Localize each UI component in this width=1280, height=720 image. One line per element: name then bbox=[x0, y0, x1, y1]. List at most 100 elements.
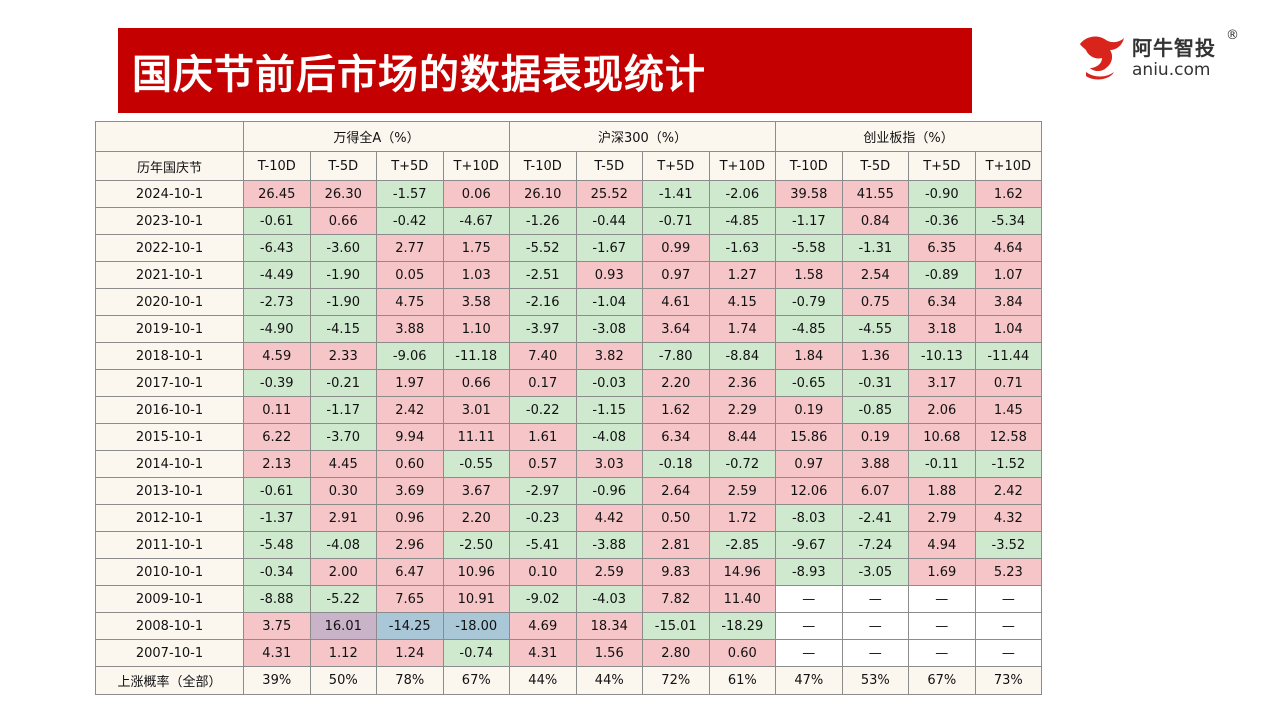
value-cell: 0.11 bbox=[243, 396, 311, 424]
value-cell: 2.64 bbox=[642, 477, 710, 505]
value-cell: -2.50 bbox=[442, 531, 510, 559]
row-date: 2017-10-1 bbox=[95, 369, 244, 397]
holiday-market-table: 万得全A（%） 沪深300（%） 创业板指（%） 历年国庆节 T-10D T-5… bbox=[95, 121, 1043, 695]
value-cell: 0.84 bbox=[841, 207, 910, 235]
value-cell: 0.75 bbox=[841, 288, 910, 316]
table-row: 2020-10-1 -2.73 -1.90 4.75 3.58 -2.16 -1.04 4.6… bbox=[95, 288, 1043, 316]
value-cell: -0.03 bbox=[575, 369, 643, 397]
row-date: 2014-10-1 bbox=[95, 450, 244, 478]
value-cell: 3.84 bbox=[974, 288, 1043, 316]
value-cell: — bbox=[775, 639, 843, 667]
value-cell: — bbox=[841, 639, 910, 667]
value-cell: -2.97 bbox=[509, 477, 577, 505]
value-cell: 1.12 bbox=[309, 639, 377, 667]
value-cell: 25.52 bbox=[575, 180, 643, 208]
value-cell: -0.90 bbox=[908, 180, 976, 208]
value-cell: -3.52 bbox=[974, 531, 1043, 559]
value-cell: 10.91 bbox=[442, 585, 510, 613]
value-cell: -0.89 bbox=[908, 261, 976, 289]
value-cell: 4.69 bbox=[509, 612, 577, 640]
value-cell: 26.10 bbox=[509, 180, 577, 208]
value-cell: 0.19 bbox=[841, 423, 910, 451]
value-cell: 2.42 bbox=[974, 477, 1043, 505]
value-cell: 3.01 bbox=[442, 396, 510, 424]
row-date: 2012-10-1 bbox=[95, 504, 244, 532]
value-cell: -0.44 bbox=[575, 207, 643, 235]
row-date: 2024-10-1 bbox=[95, 180, 244, 208]
value-cell: -9.67 bbox=[775, 531, 843, 559]
table-row: 2021-10-1 -4.49 -1.90 0.05 1.03 -2.51 0.93 0.97… bbox=[95, 261, 1043, 289]
value-cell: — bbox=[841, 585, 910, 613]
period-header: T-5D bbox=[575, 151, 643, 181]
value-cell: 0.57 bbox=[509, 450, 577, 478]
value-cell: -5.48 bbox=[243, 531, 311, 559]
table-row: 2024-10-1 26.45 26.30 -1.57 0.06 26.10 25.52 -1… bbox=[95, 180, 1043, 208]
value-cell: -5.52 bbox=[509, 234, 577, 262]
value-cell: 9.94 bbox=[376, 423, 444, 451]
footer-value: 47% bbox=[775, 666, 843, 695]
period-header: T-5D bbox=[309, 151, 377, 181]
value-cell: 1.62 bbox=[642, 396, 710, 424]
footer-value: 39% bbox=[243, 666, 311, 695]
value-cell: 3.88 bbox=[841, 450, 910, 478]
table-row: 2012-10-1 -1.37 2.91 0.96 2.20 -0.23 4.42 0.50 1… bbox=[95, 504, 1043, 532]
value-cell: -1.90 bbox=[309, 261, 377, 289]
value-cell: — bbox=[908, 639, 976, 667]
value-cell: -2.16 bbox=[509, 288, 577, 316]
row-header-label: 历年国庆节 bbox=[95, 151, 244, 181]
value-cell: 6.34 bbox=[908, 288, 976, 316]
value-cell: 0.66 bbox=[309, 207, 377, 235]
value-cell: 2.20 bbox=[442, 504, 510, 532]
table-row: 2009-10-1 -8.88 -5.22 7.65 10.91 -9.02 -4.03 7.… bbox=[95, 585, 1043, 613]
value-cell: -2.51 bbox=[509, 261, 577, 289]
value-cell: 26.45 bbox=[243, 180, 311, 208]
row-date: 2010-10-1 bbox=[95, 558, 244, 586]
value-cell: 2.33 bbox=[309, 342, 377, 370]
value-cell: 0.93 bbox=[575, 261, 643, 289]
value-cell: — bbox=[974, 585, 1043, 613]
footer-label: 上涨概率（全部） bbox=[95, 666, 244, 695]
value-cell: -2.85 bbox=[708, 531, 777, 559]
value-cell: 0.10 bbox=[509, 558, 577, 586]
value-cell: -4.08 bbox=[309, 531, 377, 559]
value-cell: 3.03 bbox=[575, 450, 643, 478]
table-row: 2017-10-1 -0.39 -0.21 1.97 0.66 0.17 -0.03 2.20… bbox=[95, 369, 1043, 397]
value-cell: 10.96 bbox=[442, 558, 510, 586]
value-cell: 26.30 bbox=[309, 180, 377, 208]
period-header: T+10D bbox=[974, 151, 1043, 181]
value-cell: 4.94 bbox=[908, 531, 976, 559]
table-row: 2008-10-1 3.75 16.01 -14.25 -18.00 4.69 18.34-… bbox=[95, 612, 1043, 640]
value-cell: -0.34 bbox=[243, 558, 311, 586]
period-header: T+10D bbox=[442, 151, 510, 181]
value-cell: -7.80 bbox=[642, 342, 710, 370]
value-cell: 11.40 bbox=[708, 585, 777, 613]
value-cell: 12.06 bbox=[775, 477, 843, 505]
value-cell: 4.15 bbox=[708, 288, 777, 316]
value-cell: -15.01 bbox=[642, 612, 710, 640]
period-header: T+5D bbox=[642, 151, 710, 181]
value-cell: 5.23 bbox=[974, 558, 1043, 586]
group-header-chinext: 创业板指（%） bbox=[775, 121, 1043, 152]
value-cell: -9.02 bbox=[509, 585, 577, 613]
value-cell: -1.17 bbox=[775, 207, 843, 235]
value-cell: 1.45 bbox=[974, 396, 1043, 424]
value-cell: 0.19 bbox=[775, 396, 843, 424]
value-cell: -5.34 bbox=[974, 207, 1043, 235]
table-row: 2023-10-1 -0.61 0.66 -0.42 -4.67 -1.26 -0.44 -0… bbox=[95, 207, 1043, 235]
value-cell: 1.97 bbox=[376, 369, 444, 397]
value-cell: -1.90 bbox=[309, 288, 377, 316]
value-cell: -1.52 bbox=[974, 450, 1043, 478]
value-cell: 0.96 bbox=[376, 504, 444, 532]
row-date: 2011-10-1 bbox=[95, 531, 244, 559]
value-cell: -0.31 bbox=[841, 369, 910, 397]
value-cell: -1.26 bbox=[509, 207, 577, 235]
value-cell: 2.96 bbox=[376, 531, 444, 559]
value-cell: 2.13 bbox=[243, 450, 311, 478]
value-cell: -0.11 bbox=[908, 450, 976, 478]
footer-value: 78% bbox=[376, 666, 444, 695]
value-cell: -1.31 bbox=[841, 234, 910, 262]
value-cell: -3.70 bbox=[309, 423, 377, 451]
value-cell: 3.88 bbox=[376, 315, 444, 343]
value-cell: -1.17 bbox=[309, 396, 377, 424]
period-header: T+5D bbox=[376, 151, 444, 181]
